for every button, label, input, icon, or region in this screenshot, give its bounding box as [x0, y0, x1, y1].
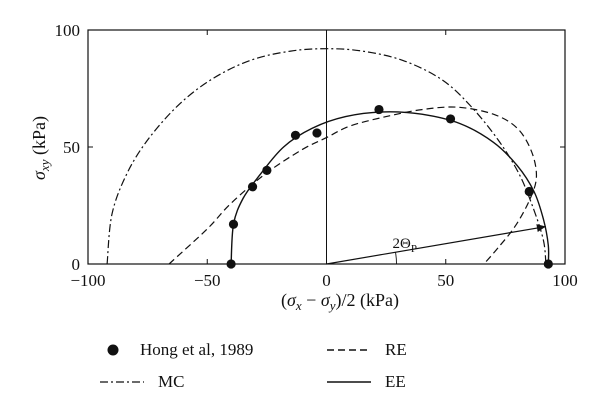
legend-item-hong: Hong et al, 1989: [98, 340, 253, 360]
x-tick-label: −50: [194, 271, 221, 290]
annotation-group: 2ΘP: [326, 224, 547, 265]
y-axis-label: σxy (kPa): [29, 116, 52, 180]
x-tick-label: −100: [70, 271, 105, 290]
legend-label-hong: Hong et al, 1989: [140, 340, 254, 359]
legend-item-mc: MC: [98, 372, 184, 392]
plot-area: [87, 29, 566, 265]
y-tick-label: 100: [55, 21, 81, 40]
legend-line-dashdot-icon: [100, 381, 144, 383]
x-tick-label: 50: [437, 271, 454, 290]
axes: −100 −50 0 50 100 0 50 100: [55, 21, 578, 290]
y-tick-label: 50: [63, 138, 80, 157]
legend-label-ee: EE: [385, 372, 406, 391]
chart-svg: −100 −50 0 50 100 0 50 100 2ΘP σxy (kPa) (σx − …: [29, 21, 578, 313]
x-tick-label: 100: [552, 271, 578, 290]
y-tick-label: 0: [72, 255, 81, 274]
x-axis-label: (σx − σy)/2 (kPa): [281, 290, 399, 313]
data-point-hong: [247, 182, 258, 192]
arrow-head-icon: [536, 224, 546, 233]
legend-label-mc: MC: [158, 372, 185, 391]
legend-item-re: RE: [325, 340, 407, 360]
data-point-hong: [290, 130, 301, 140]
x-tick-label: 0: [322, 271, 331, 290]
data-point-hong: [312, 128, 322, 138]
legend-line-dashed-icon: [327, 349, 371, 351]
legend-item-ee: EE: [325, 372, 406, 392]
angle-label: 2ΘP: [393, 236, 417, 255]
legend-label-re: RE: [385, 340, 407, 359]
series-line-re: [168, 106, 538, 265]
arrow-line: [326, 225, 547, 265]
series-line-ee: [230, 111, 550, 265]
series-group: [106, 48, 553, 269]
legend-line-solid-icon: [327, 381, 371, 383]
legend-marker-dot-icon: [107, 344, 119, 356]
data-point-hong: [524, 186, 534, 197]
angle-arc: [395, 252, 397, 265]
series-line-mc: [106, 48, 547, 265]
axis-labels: σxy (kPa) (σx − σy)/2 (kPa): [29, 116, 399, 313]
